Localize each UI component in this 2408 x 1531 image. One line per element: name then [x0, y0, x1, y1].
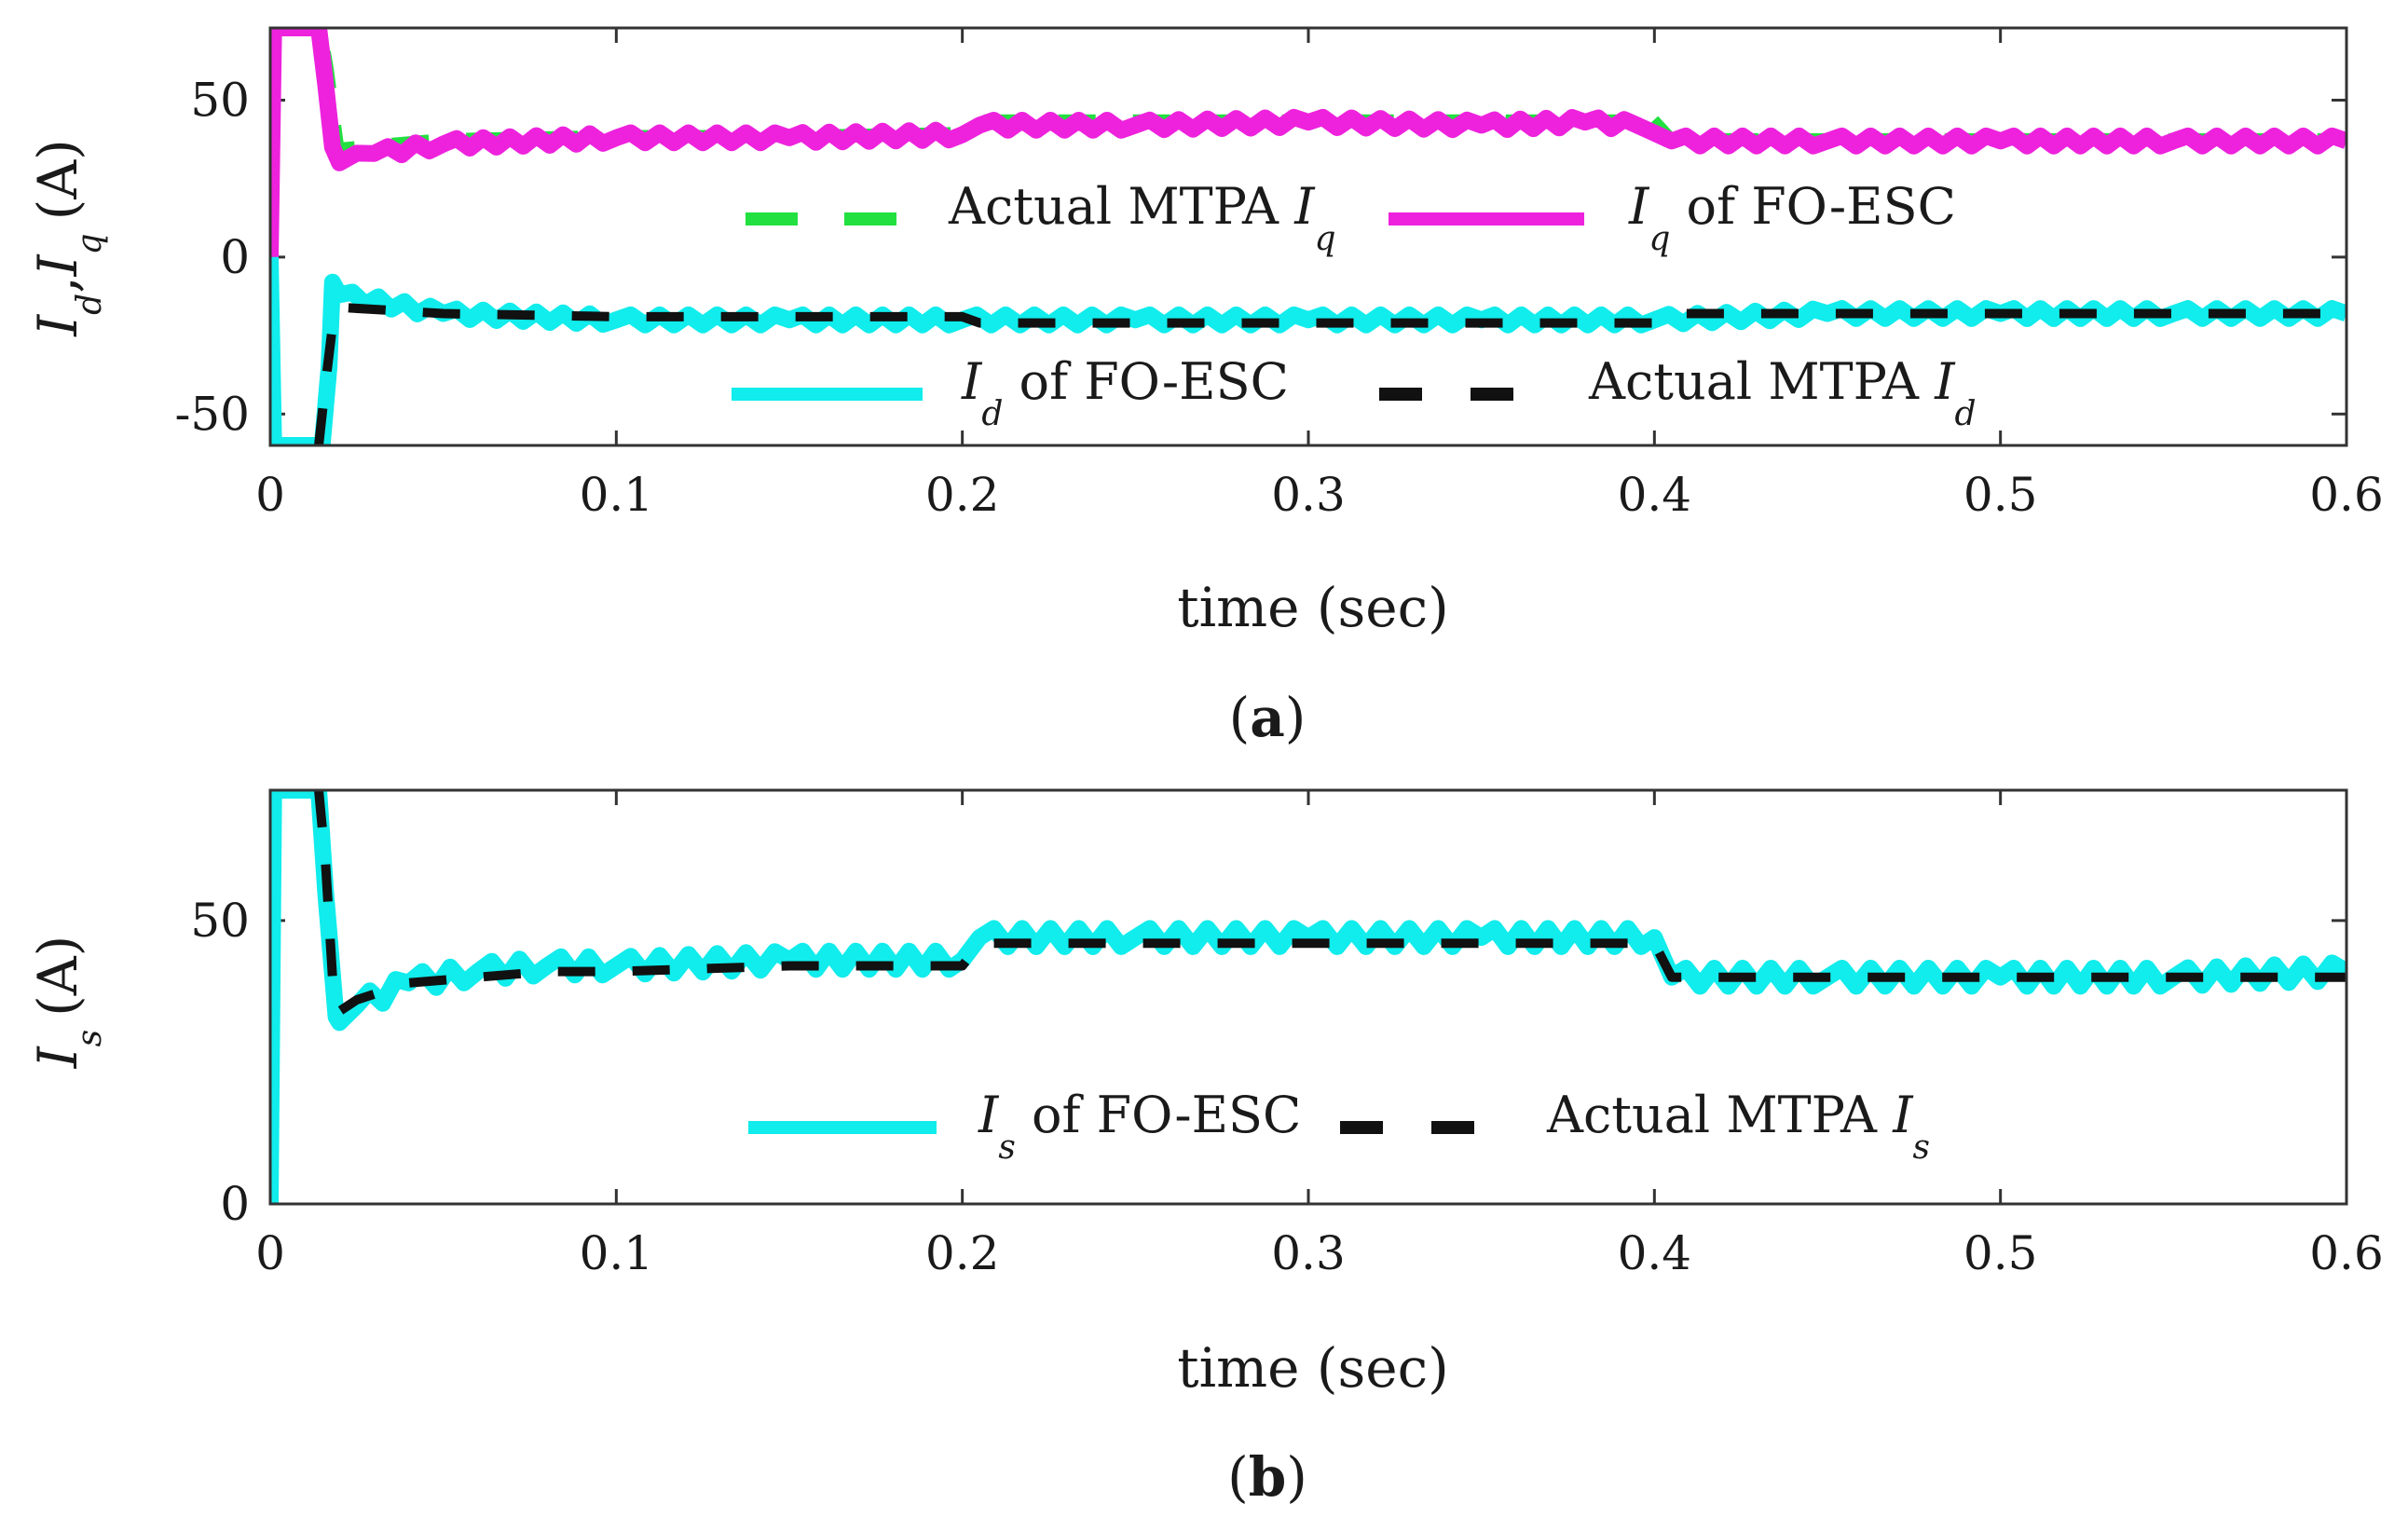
panel-b-caption: (b) — [1227, 1445, 1307, 1509]
series-actual-mtpa-id — [314, 302, 2346, 445]
panel-a-caption: (a) — [1229, 686, 1307, 749]
x-tick-label: 0.1 — [580, 468, 654, 522]
x-tick-label: 0.1 — [580, 1226, 654, 1280]
x-tick-label: 0.2 — [925, 1226, 1000, 1280]
x-tick-label: 0.6 — [2309, 1226, 2384, 1280]
x-tick-label: 0.4 — [1618, 1226, 1692, 1280]
legend-entry-actual-mtpa-is: Actual MTPA Is — [1546, 1086, 1930, 1167]
panel-a-y-axis-label: Id,Iq(A) — [26, 139, 109, 337]
x-tick-label: 0.5 — [1963, 1226, 2038, 1280]
panel-a-plot-area — [270, 28, 2346, 445]
panel-b-frame — [268, 788, 2348, 1206]
legend-entry-actual-mtpa-id: Actual MTPA Id — [1588, 352, 1977, 433]
series-actual-mtpa-is — [314, 790, 2346, 1017]
y-tick-label: 50 — [190, 894, 250, 948]
x-tick-label: 0.3 — [1271, 468, 1346, 522]
panel-a-x-axis-label: time (sec) — [1177, 576, 1448, 639]
panel-b: 0 0.1 0.2 0.3 0.4 0.5 0.6 0 50 Is of FO-ESC Actu… — [26, 788, 2384, 1509]
x-tick-label: 0 — [255, 468, 285, 522]
legend-entry-actual-mtpa-iq: Actual MTPA Iq — [948, 177, 1336, 258]
panel-a-legend-top: Actual MTPA Iq Iq of FO-ESC — [746, 177, 1956, 258]
x-tick-label: 0.2 — [925, 468, 1000, 522]
series-id-of-fo-esc — [270, 256, 2346, 445]
y-tick-label: 0 — [220, 230, 250, 284]
series-is-of-fo-esc — [270, 790, 2346, 1204]
panel-a-legend-bottom: Id of FO-ESC Actual MTPA Id — [732, 352, 1977, 433]
legend-entry-is-fo-esc: Is of FO-ESC — [978, 1086, 1301, 1167]
x-tick-label: 0 — [255, 1226, 285, 1280]
x-tick-label: 0.3 — [1271, 1226, 1346, 1280]
y-tick-label: -50 — [174, 387, 250, 441]
y-tick-label: 50 — [190, 73, 250, 127]
y-tick-label: 0 — [220, 1177, 250, 1231]
panel-b-ticks: 0 0.1 0.2 0.3 0.4 0.5 0.6 0 50 — [190, 790, 2384, 1280]
panel-b-plot-area — [270, 790, 2346, 1204]
legend-entry-id-fo-esc: Id of FO-ESC — [961, 352, 1289, 433]
panel-b-x-axis-label: time (sec) — [1177, 1336, 1448, 1400]
panel-b-y-axis-label: Is(A) — [26, 936, 109, 1070]
x-tick-label: 0.5 — [1963, 468, 2038, 522]
legend-entry-iq-fo-esc: Iq of FO-ESC — [1628, 177, 1956, 258]
series-iq-of-fo-esc — [270, 28, 2346, 258]
x-tick-label: 0.4 — [1618, 468, 1692, 522]
panel-a-frame — [268, 26, 2348, 447]
x-tick-label: 0.6 — [2309, 468, 2384, 522]
panel-b-legend: Is of FO-ESC Actual MTPA Is — [748, 1086, 1930, 1167]
